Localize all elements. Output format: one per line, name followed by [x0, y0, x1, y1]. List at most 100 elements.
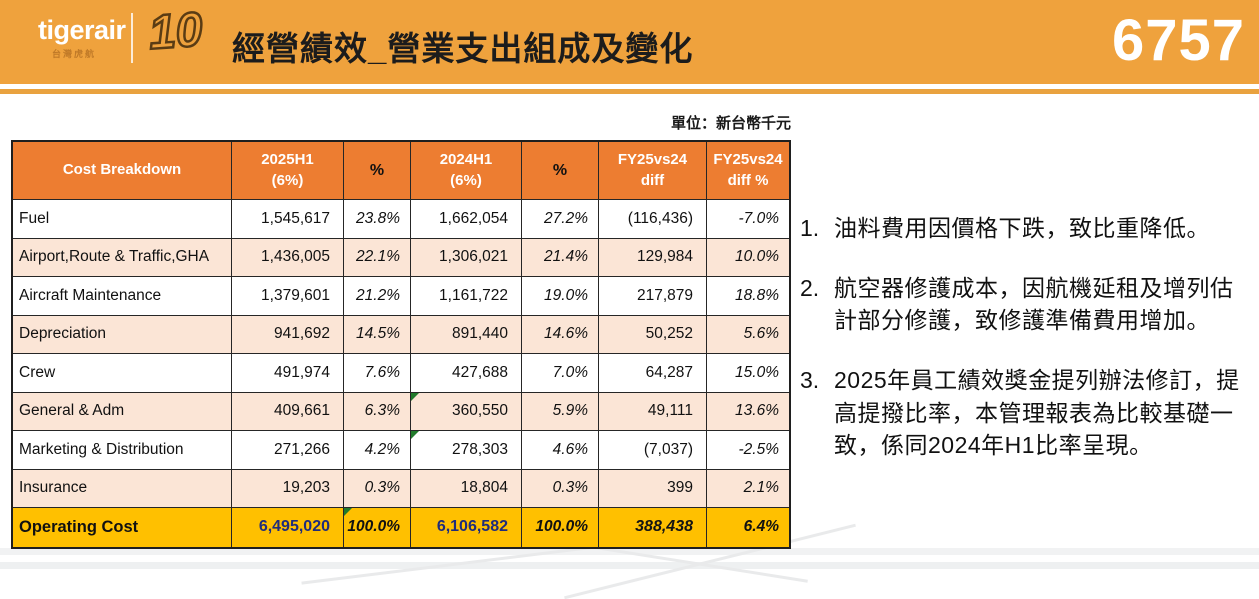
cost-breakdown-table: Cost Breakdown 2025H1 (6%) % 2024H1 (6%)… — [11, 140, 791, 549]
col-header-label: 2024H1 — [439, 151, 493, 169]
note-text: 2025年員工績效獎金提列辦法修訂，提高提撥比率，本管理報表為比較基礎一致，係同… — [834, 366, 1240, 459]
value-2024: 1,306,021 — [411, 238, 522, 277]
value-2024: 891,440 — [411, 315, 522, 354]
value-2025: 1,545,617 — [232, 200, 344, 239]
col-header-label: Cost Breakdown — [62, 161, 182, 179]
pct-2024: 27.2% — [522, 200, 599, 239]
diff-value: 49,111 — [599, 392, 707, 431]
header-accent-line — [0, 89, 1259, 94]
col-header-diff: FY25vs24 diff — [599, 142, 707, 200]
total-value-2024: 6,106,582 — [411, 508, 522, 547]
note-number: 2. — [800, 274, 820, 301]
slide-title: 經營績效_營業支出組成及變化 — [232, 30, 694, 67]
col-header-label: 2025H1 — [261, 151, 314, 169]
note-number: 1. — [800, 215, 820, 241]
cost-category: Marketing & Distribution — [13, 431, 232, 470]
stock-code: 6757 — [1111, 8, 1245, 73]
value-2024-with-comment-marker: 360,550 — [411, 392, 522, 431]
col-header-label: % — [369, 161, 385, 179]
table-header-row: Cost Breakdown 2025H1 (6%) % 2024H1 (6%)… — [13, 142, 789, 200]
col-header-diff-pct: FY25vs24 diff % — [707, 142, 789, 200]
table-row-crew: Crew 491,974 7.6% 427,688 7.0% 64,287 15… — [13, 354, 789, 393]
value-2025: 271,266 — [232, 431, 344, 470]
col-header-cost-breakdown: Cost Breakdown — [13, 142, 232, 200]
value-2025: 1,379,601 — [232, 277, 344, 316]
note-text: 航空器修護成本，因航機延租及增列估計部分修護，致修護準備費用增加。 — [834, 274, 1234, 334]
col-header-label: (6%) — [271, 171, 304, 189]
table-row-general-adm: General & Adm 409,661 6.3% 360,550 5.9% … — [13, 392, 789, 431]
logo-divider — [131, 13, 133, 63]
table-row-marketing: Marketing & Distribution 271,266 4.2% 27… — [13, 431, 789, 470]
diff-value: 64,287 — [599, 354, 707, 393]
cost-category: Depreciation — [13, 315, 232, 354]
pct-2025: 21.2% — [344, 277, 411, 316]
cost-category: Airport,Route & Traffic,GHA — [13, 238, 232, 277]
note-item-3: 3. 2025年員工績效獎金提列辦法修訂，提高提撥比率，本管理報表為比較基礎一致… — [800, 364, 1248, 462]
value-2025: 491,974 — [232, 354, 344, 393]
diff-pct: 2.1% — [707, 469, 789, 508]
pct-2025: 7.6% — [344, 354, 411, 393]
note-item-2: 2. 航空器修護成本，因航機延租及增列估計部分修護，致修護準備費用增加。 — [800, 272, 1248, 337]
pct-2024: 0.3% — [522, 469, 599, 508]
col-header-label: diff — [640, 171, 665, 189]
value-2024: 1,161,722 — [411, 277, 522, 316]
diff-value: (7,037) — [599, 431, 707, 470]
col-header-label: FY25vs24 — [617, 151, 688, 169]
diff-value: 129,984 — [599, 238, 707, 277]
value-2025: 409,661 — [232, 392, 344, 431]
col-header-pct-2025: % — [344, 142, 411, 200]
pct-2025: 23.8% — [344, 200, 411, 239]
pct-2025: 6.3% — [344, 392, 411, 431]
table-body: Fuel 1,545,617 23.8% 1,662,054 27.2% (11… — [13, 200, 789, 547]
total-diff-value: 388,438 — [599, 508, 707, 547]
total-pct-2025-with-comment-marker: 100.0% — [344, 508, 411, 547]
diff-pct: 5.6% — [707, 315, 789, 354]
tigerair-chinese-name: 台灣虎航 — [52, 49, 97, 59]
col-header-2024h1: 2024H1 (6%) — [411, 142, 522, 200]
diff-pct: 13.6% — [707, 392, 789, 431]
col-header-label: % — [552, 161, 568, 179]
pct-2024: 19.0% — [522, 277, 599, 316]
cost-category: Insurance — [13, 469, 232, 508]
pct-2024: 21.4% — [522, 238, 599, 277]
value-2025: 941,692 — [232, 315, 344, 354]
value-2024: 18,804 — [411, 469, 522, 508]
value-2024-with-comment-marker: 278,303 — [411, 431, 522, 470]
value-2025: 19,203 — [232, 469, 344, 508]
pct-2024: 4.6% — [522, 431, 599, 470]
col-header-2025h1: 2025H1 (6%) — [232, 142, 344, 200]
note-text: 油料費用因價格下跌，致比重降低。 — [834, 215, 1210, 241]
value-2025: 1,436,005 — [232, 238, 344, 277]
total-value-2025: 6,495,020 — [232, 508, 344, 547]
diff-value: 50,252 — [599, 315, 707, 354]
pct-2025: 14.5% — [344, 315, 411, 354]
diff-pct: -7.0% — [707, 200, 789, 239]
table-row-fuel: Fuel 1,545,617 23.8% 1,662,054 27.2% (11… — [13, 200, 789, 239]
pct-2025: 22.1% — [344, 238, 411, 277]
notes-list: 1. 油料費用因價格下跌，致比重降低。 2. 航空器修護成本，因航機延租及增列估… — [800, 212, 1248, 489]
note-item-1: 1. 油料費用因價格下跌，致比重降低。 — [800, 212, 1248, 245]
total-pct-2024: 100.0% — [522, 508, 599, 547]
diff-value: 399 — [599, 469, 707, 508]
table-row-maintenance: Aircraft Maintenance 1,379,601 21.2% 1,1… — [13, 277, 789, 316]
col-header-label: (6%) — [450, 171, 482, 189]
tigerair-wordmark: tigerair — [38, 15, 126, 45]
header-band: tigerair 台灣虎航 10 經營績效_營業支出組成及變化 6757 — [0, 0, 1259, 84]
cost-category: Fuel — [13, 200, 232, 239]
value-2024: 427,688 — [411, 354, 522, 393]
note-number: 3. — [800, 366, 820, 393]
table-row-operating-cost-total: Operating Cost 6,495,020 100.0% 6,106,58… — [13, 508, 789, 547]
table-row-airport: Airport,Route & Traffic,GHA 1,436,005 22… — [13, 238, 789, 277]
unit-label: 單位：新台幣千元 — [670, 115, 791, 132]
cost-category: Aircraft Maintenance — [13, 277, 232, 316]
col-header-label: diff % — [727, 171, 769, 189]
col-header-label: FY25vs24 — [713, 151, 783, 169]
pct-2025: 4.2% — [344, 431, 411, 470]
diff-pct: 18.8% — [707, 277, 789, 316]
value-2024: 1,662,054 — [411, 200, 522, 239]
cost-category: General & Adm — [13, 392, 232, 431]
pct-2025: 0.3% — [344, 469, 411, 508]
table-row-depreciation: Depreciation 941,692 14.5% 891,440 14.6%… — [13, 315, 789, 354]
tigerair-logo: tigerair 台灣虎航 — [38, 17, 126, 60]
total-label: Operating Cost — [13, 508, 232, 547]
